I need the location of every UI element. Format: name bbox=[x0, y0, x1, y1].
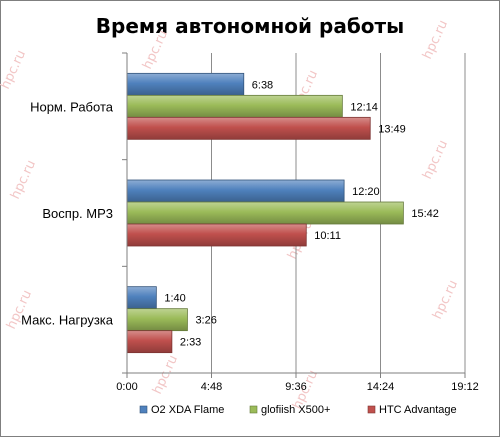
bar-value-label: 6:38 bbox=[252, 79, 273, 91]
x-tick-label: 19:12 bbox=[451, 381, 479, 393]
watermark-text: hpc.ru bbox=[8, 158, 39, 202]
bar bbox=[126, 308, 188, 332]
bar bbox=[126, 201, 404, 225]
category-label: Воспр. MP3 bbox=[42, 206, 113, 221]
bar-value-label: 2:33 bbox=[180, 337, 201, 349]
x-tick-label: 9:36 bbox=[285, 381, 306, 393]
bar bbox=[126, 94, 343, 118]
bar-value-label: 15:42 bbox=[411, 208, 439, 220]
watermark-text: hpc.ru bbox=[430, 278, 461, 322]
watermark-text: hpc.ru bbox=[0, 48, 29, 92]
watermark-text: hpc.ru bbox=[420, 18, 451, 62]
legend-label: glofiish X500+ bbox=[261, 404, 330, 416]
bar-value-label: 10:11 bbox=[314, 230, 341, 242]
bar bbox=[126, 72, 245, 96]
legend-swatch bbox=[367, 405, 376, 414]
bar-value-label: 1:40 bbox=[164, 293, 185, 305]
bar bbox=[126, 330, 173, 354]
bar bbox=[126, 116, 371, 140]
legend-swatch bbox=[249, 405, 258, 414]
watermark-text: hpc.ru bbox=[150, 353, 181, 397]
bar-value-label: 12:20 bbox=[352, 186, 380, 198]
category-label: Макс. Нагрузка bbox=[21, 313, 114, 328]
bar bbox=[126, 286, 157, 310]
bar-value-label: 12:14 bbox=[350, 101, 378, 113]
watermark-text: hpc.ru bbox=[140, 28, 171, 72]
legend-swatch bbox=[139, 405, 148, 414]
bar bbox=[126, 223, 307, 247]
x-tick-label: 0:00 bbox=[116, 381, 137, 393]
category-label: Норм. Работа bbox=[30, 99, 114, 114]
legend: O2 XDA Flame glofiish X500+ HTC Advantage bbox=[139, 404, 457, 416]
bar bbox=[126, 179, 345, 203]
bars bbox=[126, 72, 404, 354]
bar-value-label: 3:26 bbox=[195, 315, 216, 327]
watermark-text: hpc.ru bbox=[420, 138, 451, 182]
legend-label: O2 XDA Flame bbox=[151, 404, 224, 416]
x-tick-label: 14:24 bbox=[367, 381, 395, 393]
labels: 0:00 4:48 9:36 14:24 19:12 Норм. Работа 6:38 12… bbox=[21, 79, 479, 393]
bar-value-label: 13:49 bbox=[378, 123, 406, 135]
axes bbox=[122, 52, 466, 378]
legend-label: HTC Advantage bbox=[379, 404, 457, 416]
chart-title: Время автономной работы bbox=[95, 14, 405, 38]
x-tick-label: 4:48 bbox=[201, 381, 222, 393]
